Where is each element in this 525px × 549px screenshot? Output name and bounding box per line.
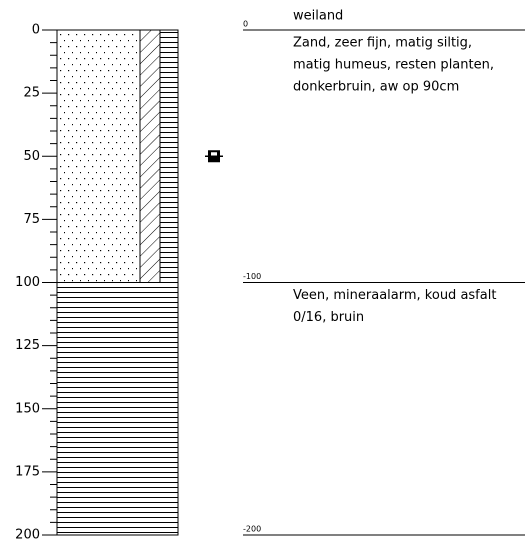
depth-label: -100 xyxy=(243,272,261,281)
depth-tick-label: 25 xyxy=(23,86,40,101)
depth-label: -200 xyxy=(243,525,261,534)
silt-lines xyxy=(160,30,178,283)
depth-tick-label: 175 xyxy=(15,464,40,479)
layer-description: 0/16, bruin xyxy=(293,310,364,325)
sand-fill xyxy=(57,30,140,283)
depth-tick-label: 125 xyxy=(15,338,40,353)
layer-description: matig humeus, resten planten, xyxy=(293,58,494,73)
layer-description: Veen, mineraalarm, koud asfalt xyxy=(293,288,496,303)
depth-tick-label: 150 xyxy=(15,401,40,416)
depth-tick-label: 50 xyxy=(23,149,40,164)
surface-label: weiland xyxy=(293,9,343,24)
depth-tick-label: 200 xyxy=(15,528,40,543)
depth-tick-label: 100 xyxy=(15,275,40,290)
layer-description: donkerbruin, aw op 90cm xyxy=(293,80,459,95)
depth-tick-label: 75 xyxy=(23,212,40,227)
borehole-log: Zand, zeer fijn, matig siltig, matig hume… xyxy=(0,0,525,545)
depth-label: 0 xyxy=(243,20,248,29)
layer-description: Zand, zeer fijn, matig siltig, xyxy=(293,36,472,51)
depth-tick-label: 0 xyxy=(32,23,40,38)
groundwater-symbol xyxy=(205,150,223,162)
humus-hatch xyxy=(140,30,160,283)
peat-fill xyxy=(57,283,178,536)
